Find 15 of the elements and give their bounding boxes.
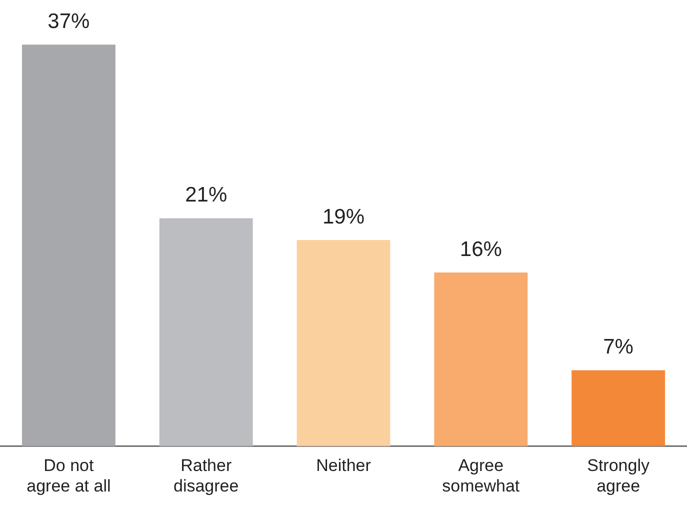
x-tick-label: Rather disagree: [173, 456, 239, 496]
data-label: 21%: [185, 184, 228, 207]
x-tick-label: Do not agree at all: [26, 456, 111, 496]
x-tick-label: Strongly agree: [587, 456, 650, 496]
data-label: 16%: [460, 238, 502, 261]
bar: [434, 272, 528, 446]
x-tick-label: Agree somewhat: [442, 456, 520, 496]
bar: [22, 44, 116, 446]
data-label: 19%: [322, 205, 365, 228]
bar: [159, 218, 253, 446]
bar: [296, 240, 390, 446]
data-label: 37%: [48, 10, 90, 33]
x-tick-label: Neither: [316, 456, 372, 476]
bar: [572, 370, 666, 446]
data-label: 7%: [603, 336, 634, 359]
